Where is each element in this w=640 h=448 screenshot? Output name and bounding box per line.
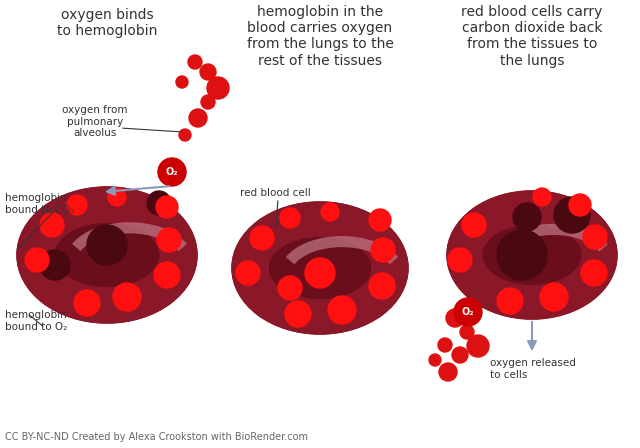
Circle shape [189,109,207,127]
Circle shape [278,276,302,300]
Circle shape [369,209,391,231]
Circle shape [467,335,489,357]
Circle shape [156,196,178,218]
Circle shape [201,95,215,109]
Ellipse shape [447,191,617,319]
Ellipse shape [17,187,197,323]
Circle shape [554,197,590,233]
Circle shape [188,55,202,69]
Circle shape [280,208,300,228]
Circle shape [581,260,607,286]
Ellipse shape [17,187,197,323]
Circle shape [460,325,474,339]
Circle shape [321,203,339,221]
Circle shape [158,158,186,186]
Text: red blood cells carry
carbon dioxide back
from the tissues to
the lungs: red blood cells carry carbon dioxide bac… [461,5,603,68]
Circle shape [540,283,568,311]
Text: oxygen released
to cells: oxygen released to cells [490,358,576,379]
Circle shape [583,225,607,249]
Text: O₂: O₂ [461,307,474,317]
Text: oxygen binds
to hemoglobin: oxygen binds to hemoglobin [57,8,157,38]
Circle shape [285,301,311,327]
Circle shape [200,64,216,80]
Ellipse shape [447,191,617,319]
Text: hemoglobin
bound to O₂: hemoglobin bound to O₂ [5,310,67,332]
Circle shape [250,226,274,250]
Circle shape [67,195,87,215]
Circle shape [154,262,180,288]
Circle shape [371,238,395,262]
Circle shape [452,347,468,363]
Ellipse shape [239,207,401,329]
Ellipse shape [453,196,611,314]
Circle shape [446,309,464,327]
Ellipse shape [271,238,369,298]
Circle shape [438,338,452,352]
Ellipse shape [58,224,157,286]
Circle shape [533,188,551,206]
Circle shape [87,225,127,265]
Circle shape [497,230,547,280]
Circle shape [147,191,171,215]
Circle shape [429,354,441,366]
Ellipse shape [232,202,408,334]
Ellipse shape [232,202,408,334]
Circle shape [40,213,64,237]
Circle shape [113,283,141,311]
Circle shape [328,296,356,324]
Circle shape [569,194,591,216]
Ellipse shape [269,237,371,298]
Text: hemoglobin
bound to CO₂: hemoglobin bound to CO₂ [5,193,75,215]
Text: red blood cell: red blood cell [240,188,311,198]
Circle shape [462,213,486,237]
Ellipse shape [483,225,581,284]
Circle shape [179,129,191,141]
Ellipse shape [55,224,159,286]
Circle shape [497,288,523,314]
Circle shape [108,188,126,206]
Circle shape [439,363,457,381]
Text: O₂: O₂ [166,167,179,177]
Circle shape [74,290,100,316]
Ellipse shape [24,192,190,318]
Circle shape [25,248,49,272]
Circle shape [40,250,70,280]
Circle shape [513,203,541,231]
Circle shape [207,77,229,99]
Circle shape [448,248,472,272]
Text: oxygen from
pulmonary
alveolus: oxygen from pulmonary alveolus [62,105,128,138]
Ellipse shape [485,226,579,284]
Circle shape [176,76,188,88]
Text: CC BY-NC-ND Created by Alexa Crookston with BioRender.com: CC BY-NC-ND Created by Alexa Crookston w… [5,432,308,442]
Circle shape [369,273,395,299]
Circle shape [157,228,181,252]
Circle shape [305,258,335,288]
Circle shape [454,298,482,326]
Circle shape [236,261,260,285]
Text: hemoglobin in the
blood carries oxygen
from the lungs to the
rest of the tissues: hemoglobin in the blood carries oxygen f… [246,5,394,68]
